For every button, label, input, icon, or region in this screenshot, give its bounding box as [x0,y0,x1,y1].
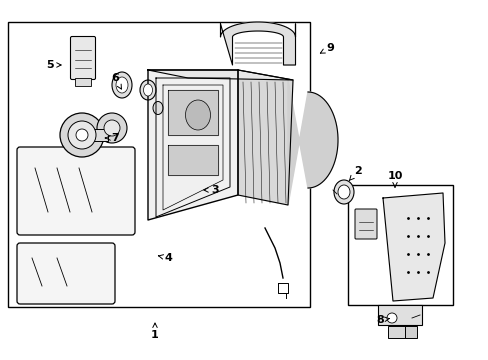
Text: 6: 6 [111,73,121,89]
Polygon shape [287,80,337,205]
Text: 8: 8 [375,315,389,325]
Polygon shape [148,70,292,80]
Text: 2: 2 [348,166,361,180]
Polygon shape [220,22,295,65]
Ellipse shape [143,84,152,96]
Circle shape [68,121,96,149]
Circle shape [97,113,127,143]
Circle shape [104,120,120,136]
Text: 3: 3 [203,185,218,195]
Ellipse shape [185,100,210,130]
Text: 5: 5 [46,60,61,70]
Circle shape [60,113,104,157]
Text: 7: 7 [105,133,119,143]
Text: 10: 10 [386,171,402,187]
Ellipse shape [140,80,156,100]
Bar [92,129,108,141]
FancyBboxPatch shape [17,147,135,235]
Polygon shape [238,70,292,205]
Bar [8,22,309,307]
Ellipse shape [116,77,128,93]
Ellipse shape [112,72,132,98]
Bar [404,326,416,338]
Bar [347,185,452,305]
FancyBboxPatch shape [70,36,95,80]
Polygon shape [382,193,444,301]
Text: 9: 9 [320,43,333,53]
Ellipse shape [153,102,163,114]
Bar [387,326,405,338]
Text: 4: 4 [158,253,172,263]
Ellipse shape [337,185,349,199]
Text: 1: 1 [151,323,159,340]
Polygon shape [148,70,238,220]
Bar [377,305,421,325]
FancyBboxPatch shape [354,209,376,239]
Circle shape [76,129,88,141]
Circle shape [386,313,396,323]
Bar [75,78,91,86]
Polygon shape [168,145,218,175]
Polygon shape [168,90,218,135]
FancyBboxPatch shape [17,243,115,304]
Ellipse shape [333,180,353,204]
